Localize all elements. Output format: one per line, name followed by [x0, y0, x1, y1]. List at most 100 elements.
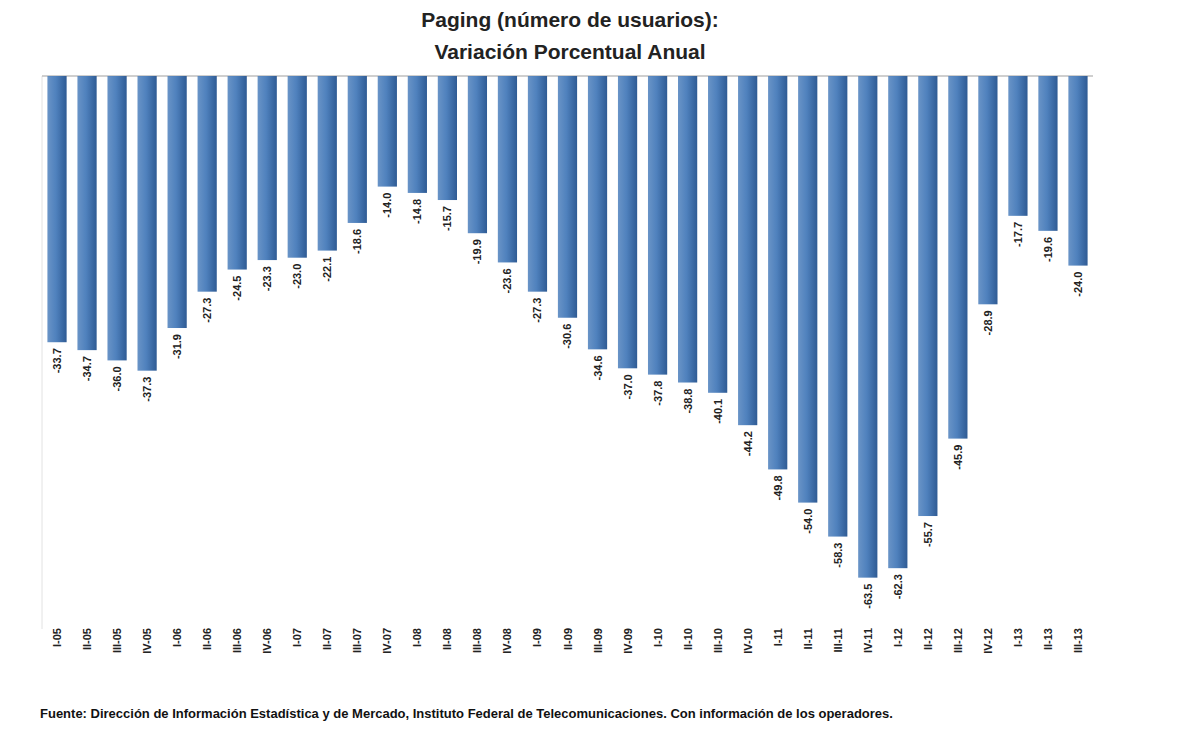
- x-tick-label: I-13: [1012, 628, 1024, 647]
- x-tick-label: II-07: [321, 628, 333, 650]
- x-tick-label: IV-10: [742, 628, 754, 654]
- data-label: -34.6: [592, 355, 604, 380]
- data-label: -38.8: [682, 389, 694, 414]
- data-label: -54.0: [802, 509, 814, 534]
- chart: Paging (número de usuarios): Variación Po…: [0, 0, 1198, 741]
- data-label: -23.0: [291, 264, 303, 289]
- x-tick-label: IV-06: [261, 628, 273, 654]
- bar: [978, 76, 997, 304]
- x-tick-label: I-10: [652, 628, 664, 647]
- y-axis-line: [42, 76, 43, 629]
- data-label: -37.3: [141, 377, 153, 402]
- data-label: -14.0: [381, 193, 393, 218]
- bar: [678, 76, 697, 383]
- bar: [918, 76, 937, 516]
- bar: [948, 76, 967, 439]
- data-label: -22.1: [321, 257, 333, 282]
- data-label: -28.9: [982, 310, 994, 335]
- data-label: -45.9: [952, 445, 964, 470]
- x-tick-label: IV-07: [381, 628, 393, 654]
- data-label: -24.5: [231, 276, 243, 301]
- bar: [47, 76, 66, 342]
- bar: [528, 76, 547, 292]
- x-tick-label: II-12: [922, 628, 934, 650]
- x-tick-label: III-08: [471, 628, 483, 653]
- data-label: -33.7: [51, 348, 63, 373]
- data-label: -37.8: [652, 381, 664, 406]
- bar: [768, 76, 787, 469]
- bar: [798, 76, 817, 503]
- bar: [708, 76, 727, 393]
- data-label: -40.1: [712, 399, 724, 424]
- x-tick-label: III-07: [351, 628, 363, 653]
- x-tick-label: II-08: [441, 628, 453, 650]
- x-tick-label: IV-11: [862, 628, 874, 653]
- data-label: -19.9: [471, 239, 483, 264]
- x-tick-label: III-13: [1072, 628, 1084, 653]
- data-label: -36.0: [111, 366, 123, 391]
- bar: [888, 76, 907, 568]
- x-tick-label: III-12: [952, 628, 964, 653]
- x-tick-label: III-11: [832, 628, 844, 652]
- x-tick-label: II-05: [81, 628, 93, 650]
- data-label: -62.3: [892, 574, 904, 599]
- x-tick-label: III-06: [231, 628, 243, 653]
- bar: [828, 76, 847, 537]
- x-tick-label: I-08: [411, 628, 423, 647]
- data-label: -27.3: [201, 298, 213, 323]
- bar: [348, 76, 367, 223]
- data-label: -44.2: [742, 431, 754, 456]
- bar: [288, 76, 307, 258]
- bar: [468, 76, 487, 233]
- bar: [558, 76, 577, 318]
- bar: [1068, 76, 1087, 266]
- data-label: -27.3: [531, 298, 543, 323]
- data-label: -24.0: [1072, 272, 1084, 297]
- x-tick-label: II-11: [802, 628, 814, 649]
- x-tick-label: I-07: [291, 628, 303, 647]
- data-label: -34.7: [81, 356, 93, 381]
- bar: [258, 76, 277, 260]
- title: Paging (número de usuarios):: [421, 8, 719, 31]
- source: Fuente: Dirección de Información Estadís…: [40, 706, 893, 721]
- data-label: -55.7: [922, 522, 934, 547]
- bar: [588, 76, 607, 349]
- data-label: -18.6: [351, 229, 363, 254]
- bar: [318, 76, 337, 251]
- data-label: -30.6: [562, 324, 574, 349]
- data-label: -14.8: [411, 199, 423, 224]
- x-tick-label: II-13: [1042, 628, 1054, 650]
- bar: [408, 76, 427, 193]
- bar: [858, 76, 877, 578]
- bar: [378, 76, 397, 187]
- x-tick-label: II-09: [562, 628, 574, 650]
- data-label: -58.3: [832, 543, 844, 568]
- bar: [648, 76, 667, 375]
- bar: [438, 76, 457, 200]
- data-label: -23.6: [501, 268, 513, 293]
- bar: [168, 76, 187, 328]
- data-label: -23.3: [261, 266, 273, 291]
- x-tick-label: I-05: [51, 628, 63, 647]
- bar: [137, 76, 156, 371]
- x-tick-label: II-10: [682, 628, 694, 650]
- bar: [1008, 76, 1027, 216]
- x-tick-label: I-09: [531, 628, 543, 647]
- x-tick-label: IV-08: [501, 628, 513, 654]
- x-tick-label: I-12: [892, 628, 904, 647]
- bar: [618, 76, 637, 368]
- data-label: -37.0: [622, 374, 634, 399]
- bar: [77, 76, 96, 350]
- x-tick-label: IV-09: [622, 628, 634, 654]
- bar: [1038, 76, 1057, 231]
- bar: [498, 76, 517, 262]
- data-label: -17.7: [1012, 222, 1024, 247]
- subtitle: Variación Porcentual Anual: [434, 40, 705, 63]
- bars: [47, 76, 1087, 578]
- bar: [738, 76, 757, 425]
- bar: [107, 76, 126, 360]
- data-label: -19.6: [1042, 237, 1054, 262]
- x-tick-label: IV-05: [141, 628, 153, 654]
- x-tick-label: III-10: [712, 628, 724, 653]
- data-label: -15.7: [441, 206, 453, 231]
